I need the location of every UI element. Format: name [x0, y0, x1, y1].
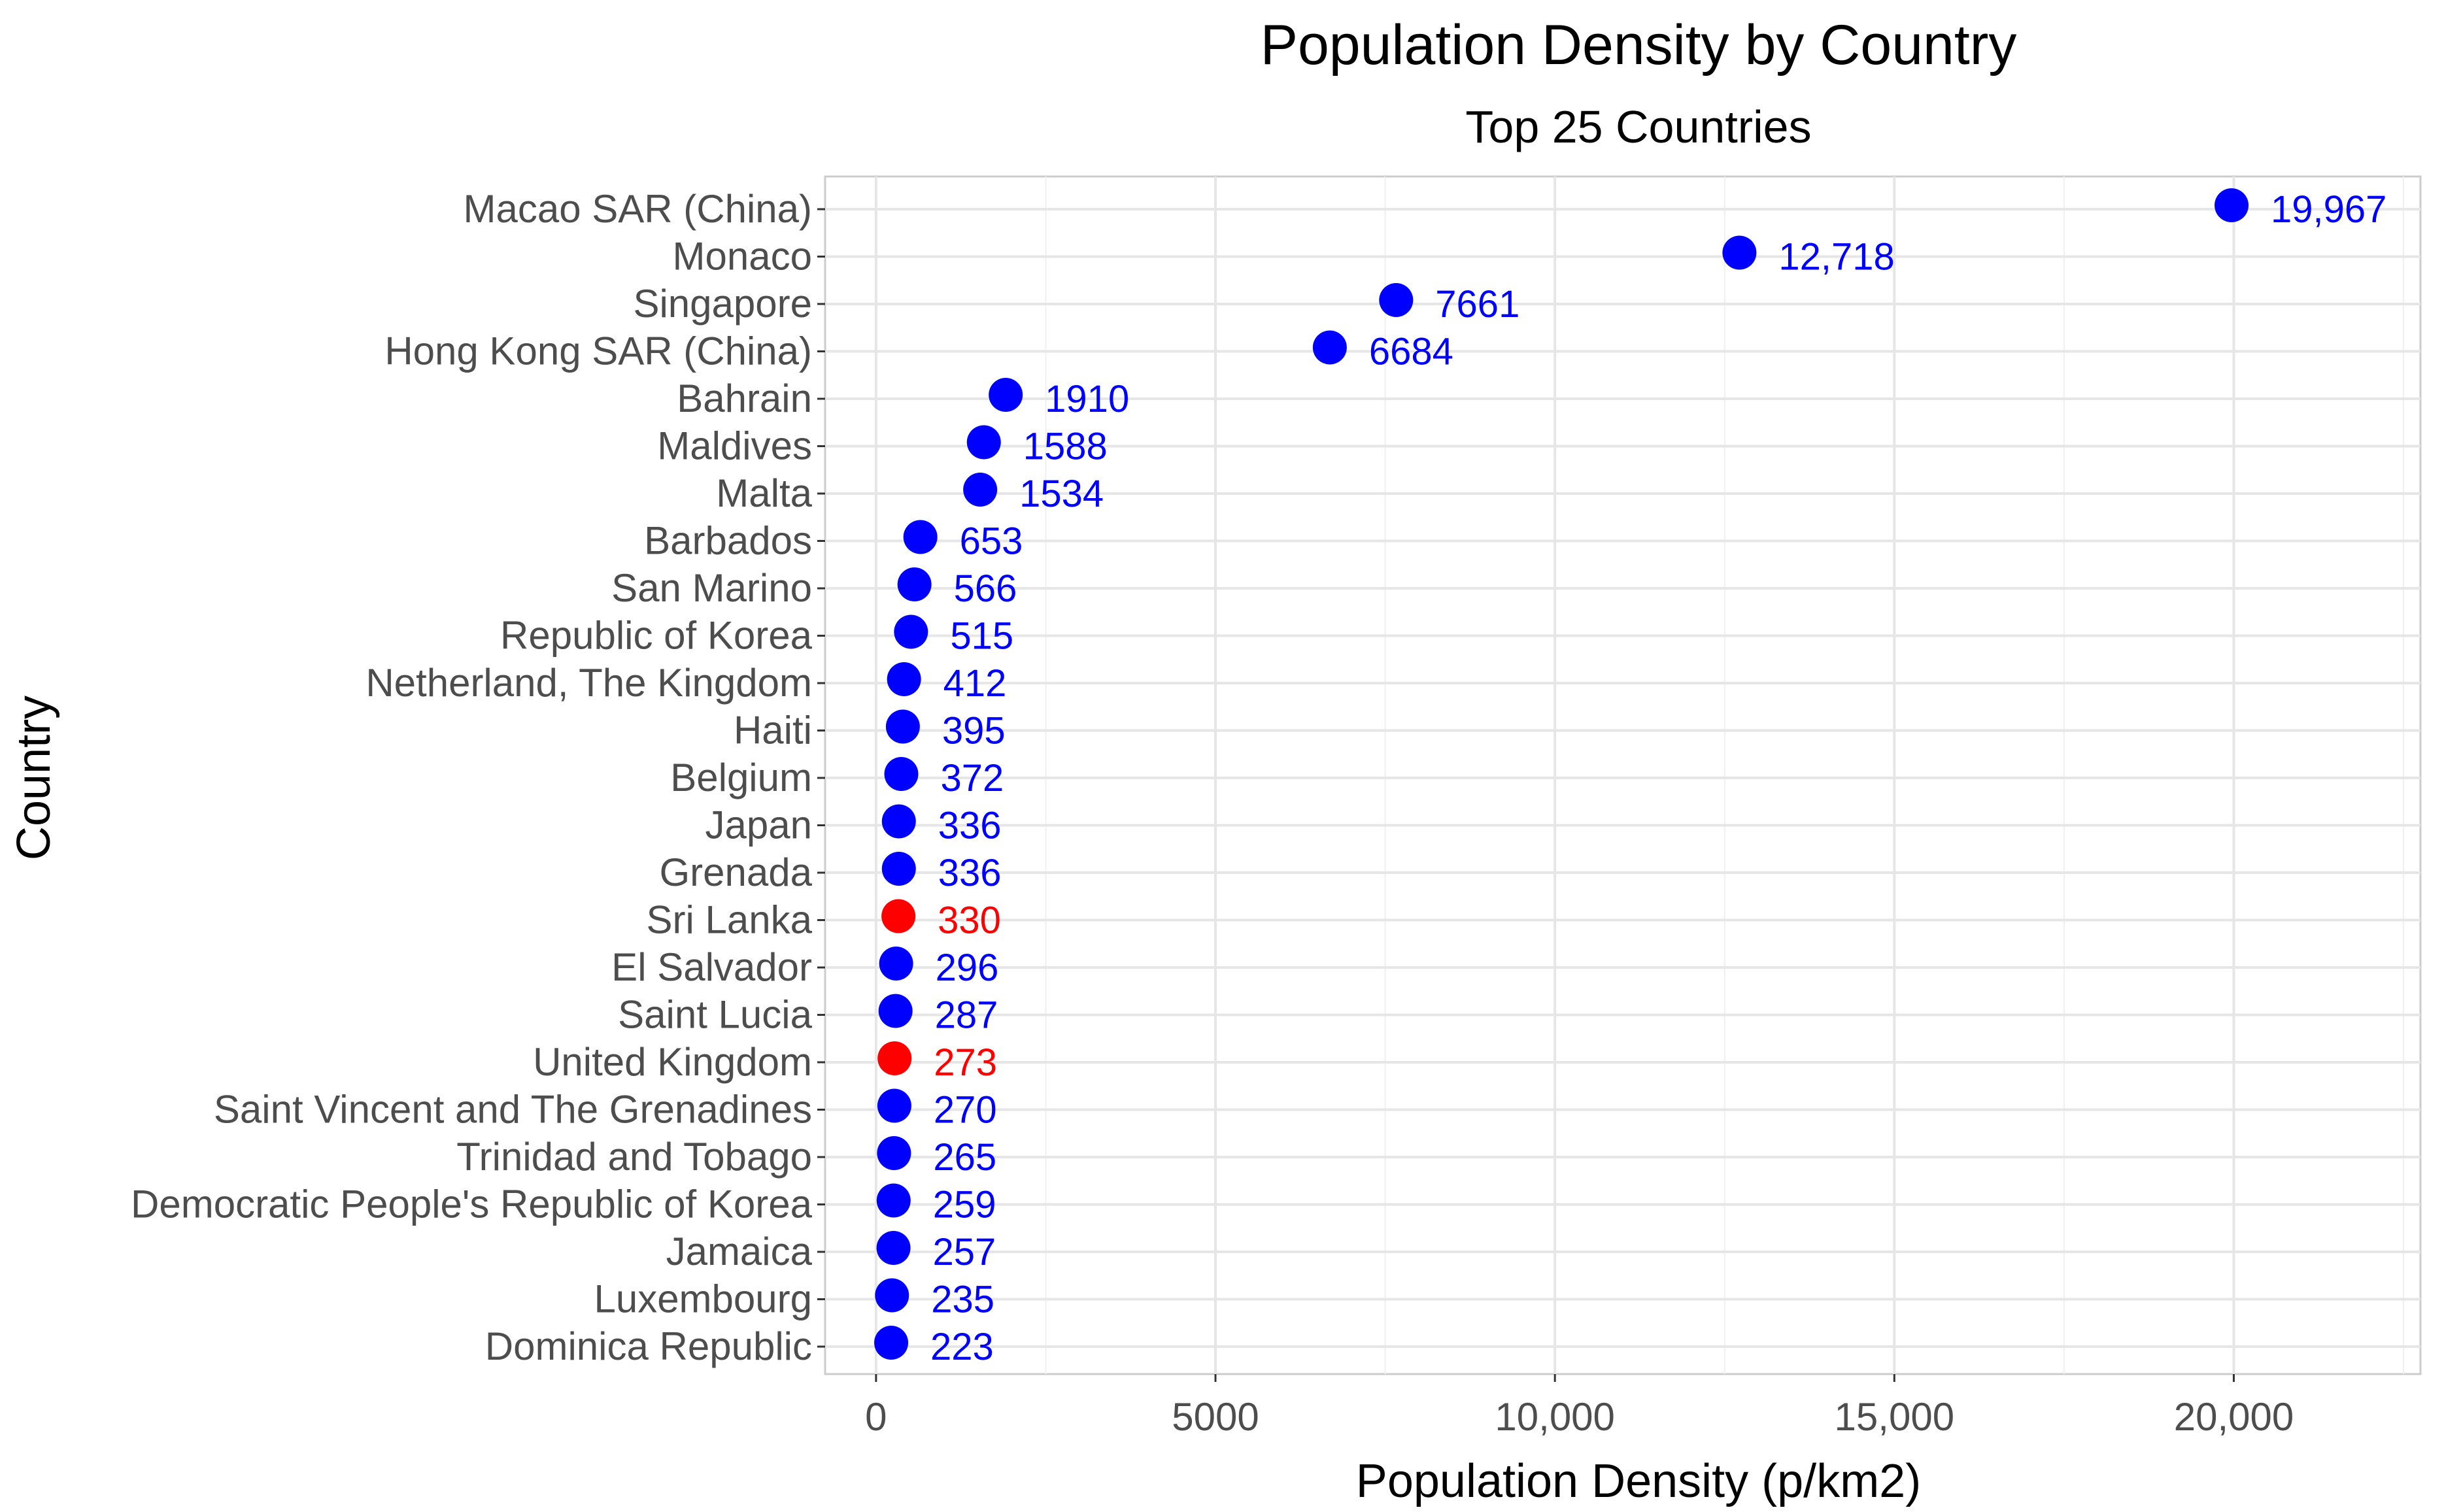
- data-point: [878, 994, 913, 1028]
- data-point: [885, 709, 920, 744]
- data-label: 257: [933, 1231, 996, 1273]
- data-label: 566: [954, 567, 1017, 610]
- data-label: 270: [934, 1089, 997, 1132]
- data-label: 287: [935, 994, 998, 1037]
- y-axis-title: Country: [8, 696, 60, 860]
- y-tick-label: Jamaica: [666, 1230, 813, 1273]
- y-tick-label: Japan: [705, 803, 812, 847]
- data-label: 1910: [1045, 378, 1129, 420]
- data-label: 7661: [1435, 283, 1519, 326]
- data-label: 330: [938, 899, 1001, 942]
- data-point: [881, 899, 916, 933]
- y-tick-label: Monaco: [673, 235, 812, 278]
- data-label: 336: [938, 852, 1002, 894]
- y-tick-label: Saint Vincent and The Grenadines: [214, 1088, 812, 1132]
- plot-panel: [824, 175, 2422, 1375]
- data-label: 6684: [1369, 331, 1453, 373]
- y-tick-label: Luxembourg: [594, 1277, 812, 1321]
- grid-layer: [824, 175, 2422, 1375]
- data-point: [1722, 235, 1757, 270]
- data-point: [887, 662, 921, 696]
- y-tick-label: San Marino: [611, 566, 812, 610]
- data-label: 296: [936, 947, 999, 989]
- y-tick-label: Sri Lanka: [647, 898, 813, 942]
- data-label: 395: [942, 710, 1006, 752]
- y-tick-label: Belgium: [670, 756, 812, 799]
- x-tick-label: 10,000: [1495, 1395, 1615, 1439]
- y-tick-label: Malta: [716, 471, 812, 515]
- y-tick-label: Barbados: [644, 519, 812, 563]
- data-label: 12,718: [1778, 236, 1894, 278]
- data-point: [881, 804, 916, 839]
- data-label: 412: [943, 662, 1007, 705]
- data-point: [897, 567, 932, 601]
- data-point: [877, 1088, 911, 1123]
- data-point: [989, 378, 1023, 412]
- y-tick-label: Hong Kong SAR (China): [384, 329, 812, 373]
- x-tick-label: 20,000: [2174, 1395, 2294, 1439]
- x-axis-layer: 0 5000 10,000 15,000 20,000: [865, 1374, 2294, 1439]
- data-point: [881, 852, 916, 886]
- chart-title: Population Density by Country: [1261, 14, 2017, 76]
- data-label: 336: [938, 805, 1002, 847]
- data-point: [877, 1041, 912, 1075]
- data-label: 515: [950, 615, 1013, 658]
- data-label: 223: [930, 1326, 994, 1368]
- data-point: [894, 614, 928, 649]
- data-label: 265: [933, 1136, 996, 1179]
- data-point: [879, 947, 913, 981]
- y-tick-label: Netherland, The Kingdom: [365, 661, 812, 705]
- x-tick-label: 0: [865, 1395, 887, 1439]
- x-tick-label: 15,000: [1835, 1395, 1955, 1439]
- data-label: 372: [940, 757, 1004, 799]
- y-tick-label: Saint Lucia: [618, 993, 812, 1037]
- y-tick-label: El Salvador: [611, 945, 812, 989]
- data-label: 1534: [1019, 473, 1104, 515]
- x-tick-label: 5000: [1172, 1395, 1259, 1439]
- data-label: 1588: [1023, 426, 1108, 468]
- chart-subtitle: Top 25 Countries: [1465, 101, 1811, 152]
- x-axis-title: Population Density (p/km2): [1356, 1455, 1921, 1507]
- data-label: 653: [960, 520, 1023, 563]
- y-tick-label: Bahrain: [677, 377, 812, 420]
- data-point: [876, 1231, 911, 1265]
- y-tick-label: Democratic People's Republic of Korea: [131, 1183, 813, 1226]
- data-point: [903, 520, 938, 554]
- y-tick-label: United Kingdom: [533, 1040, 812, 1084]
- y-tick-label: Trinidad and Tobago: [456, 1135, 812, 1179]
- data-point: [966, 425, 1001, 460]
- data-point: [875, 1278, 909, 1313]
- y-tick-label: Grenada: [660, 850, 813, 894]
- data-point: [1312, 330, 1347, 365]
- data-point: [1379, 283, 1414, 317]
- data-label: 259: [933, 1184, 996, 1226]
- data-label: 273: [934, 1041, 997, 1084]
- y-tick-label: Maldives: [657, 424, 812, 468]
- data-point: [874, 1326, 909, 1360]
- data-label: 19,967: [2271, 188, 2386, 231]
- y-tick-label: Singapore: [633, 282, 812, 326]
- y-tick-label: Macao SAR (China): [463, 187, 812, 231]
- data-point: [884, 757, 919, 791]
- data-point: [877, 1136, 911, 1170]
- data-point: [876, 1183, 911, 1218]
- data-label: 235: [931, 1279, 994, 1321]
- data-point: [2215, 188, 2249, 222]
- y-tick-label: Dominica Republic: [485, 1324, 812, 1368]
- y-tick-label: Republic of Korea: [500, 614, 813, 658]
- data-point: [963, 473, 998, 507]
- y-tick-label: Haiti: [734, 709, 812, 752]
